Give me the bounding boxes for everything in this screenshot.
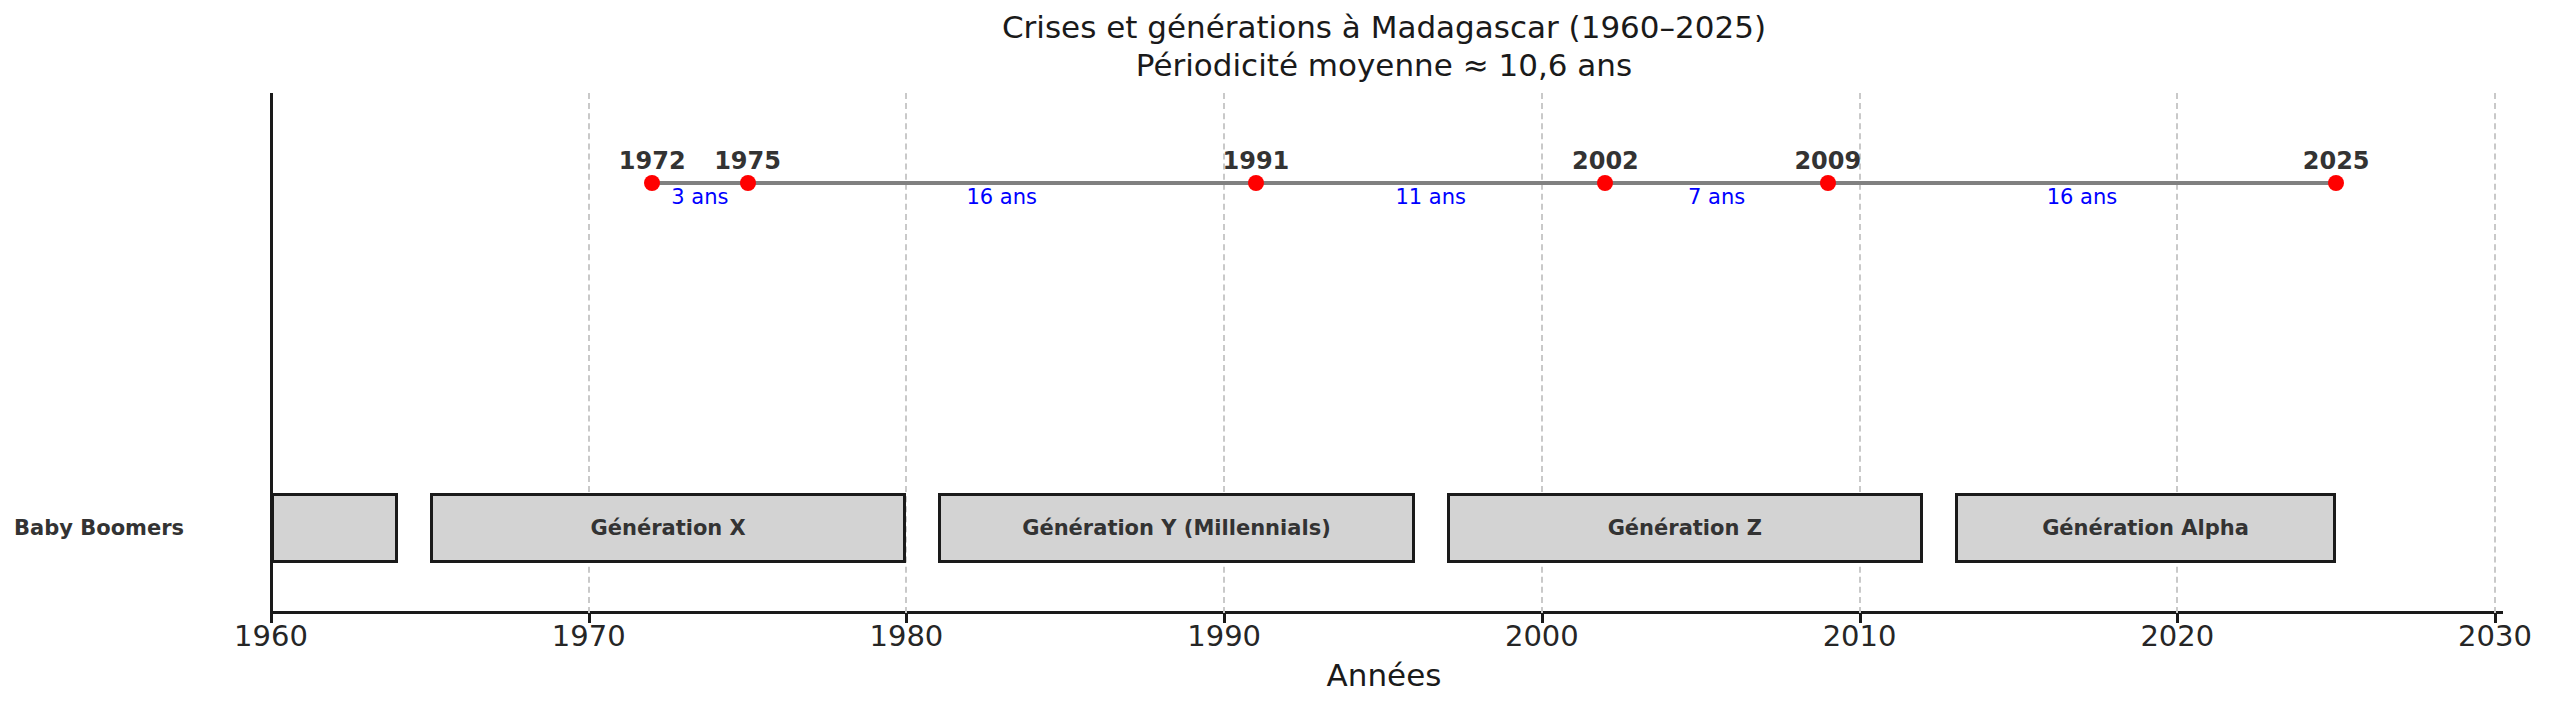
crisis-year-label: 2025 [2266,147,2406,175]
gridline [2494,93,2496,613]
crisis-dot [1597,175,1613,191]
interval-label: 7 ans [1637,185,1797,209]
generation-label: Baby Boomers [14,493,154,563]
x-tick-label: 1980 [826,619,986,653]
generation-label: Génération Y (Millennials) [938,493,1415,563]
x-axis-label: Années [271,657,2497,693]
generation-label: Génération Z [1447,493,1924,563]
x-tick-label: 2000 [1462,619,1622,653]
crisis-year-label: 1975 [678,147,818,175]
interval-label: 16 ans [922,185,1082,209]
interval-label: 16 ans [2002,185,2162,209]
x-tick-label: 1960 [191,619,351,653]
crisis-year-label: 2009 [1758,147,1898,175]
crisis-dot [2328,175,2344,191]
crisis-dot [1248,175,1264,191]
interval-label: 11 ans [1351,185,1511,209]
generation-label: Génération Alpha [1955,493,2336,563]
x-tick-label: 2030 [2415,619,2560,653]
x-tick-label: 2010 [1780,619,1940,653]
interval-label: 3 ans [620,185,780,209]
crisis-dot [1820,175,1836,191]
generation-label: Génération X [430,493,907,563]
chart-figure: Crises et générations à Madagascar (1960… [0,0,2560,713]
x-tick-label: 2020 [2097,619,2257,653]
generation-box [271,493,398,563]
x-axis-spine [270,611,2503,614]
plot-area: 1960197019801990200020102020203019721975… [0,0,2560,713]
crisis-year-label: 1991 [1186,147,1326,175]
x-tick-label: 1970 [509,619,669,653]
x-tick-label: 1990 [1144,619,1304,653]
crisis-year-label: 2002 [1535,147,1675,175]
